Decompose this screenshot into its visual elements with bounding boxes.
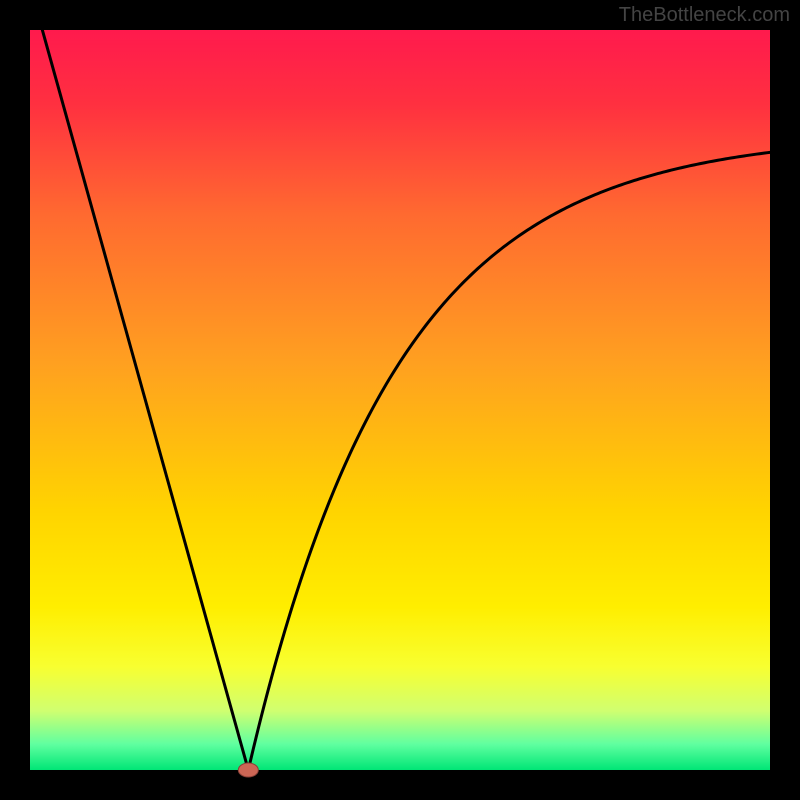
chart-plot [0, 0, 800, 800]
minimum-marker [238, 763, 258, 777]
attribution-text: TheBottleneck.com [619, 4, 790, 27]
gradient-background [30, 30, 770, 770]
chart-frame: TheBottleneck.com [0, 0, 800, 800]
